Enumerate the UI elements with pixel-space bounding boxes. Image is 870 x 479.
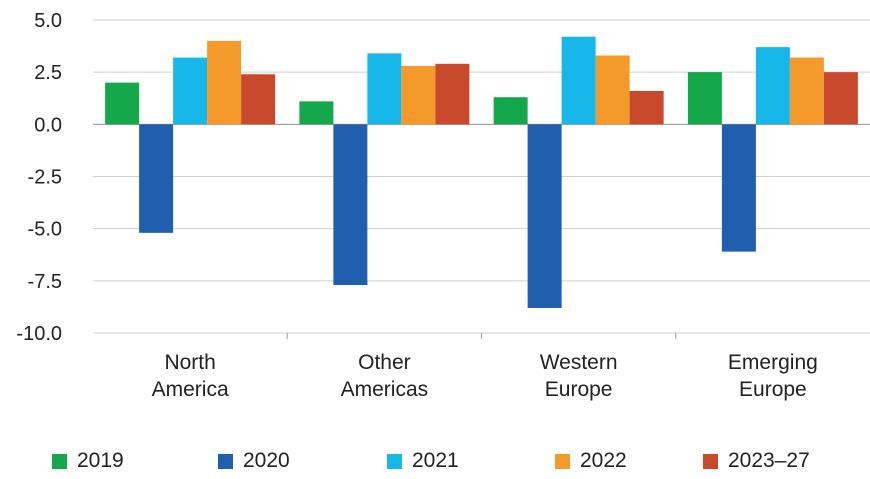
bar: [789, 57, 824, 125]
x-category-label: Emerging: [728, 351, 818, 374]
y-tick-label: -2.5: [28, 167, 62, 189]
legend-label: 2022: [580, 449, 627, 472]
legend-swatch: [218, 454, 233, 469]
y-tick-label: -10.0: [16, 323, 62, 345]
x-category-label: North: [164, 351, 215, 374]
bar: [139, 124, 174, 233]
legend-swatch: [52, 454, 67, 469]
bar: [241, 74, 276, 125]
bar: [435, 63, 470, 125]
y-tick-label: -5.0: [28, 219, 62, 241]
bar: [755, 47, 790, 125]
bar: [527, 124, 562, 308]
y-tick-label: 0.0: [34, 114, 62, 136]
bar: [299, 101, 334, 125]
y-tick-label: 2.5: [34, 62, 62, 84]
x-category-label: Americas: [341, 378, 429, 401]
bar: [173, 57, 208, 125]
bar: [823, 72, 858, 125]
bar: [721, 124, 756, 252]
x-category-label: America: [152, 378, 229, 401]
bar: [561, 36, 596, 125]
bar: [629, 90, 664, 125]
legend-label: 2023–27: [728, 449, 810, 472]
x-category-label: Europe: [739, 378, 807, 401]
bar: [207, 40, 242, 125]
legend-label: 2019: [77, 449, 124, 472]
bar: [401, 65, 436, 125]
legend-swatch: [555, 454, 570, 469]
x-category-label: Europe: [545, 378, 613, 401]
legend-swatch: [703, 454, 718, 469]
y-tick-label: 5.0: [34, 10, 62, 32]
bar: [595, 55, 630, 125]
bar: [493, 97, 528, 125]
y-tick-label: -7.5: [28, 271, 62, 293]
bar: [333, 124, 368, 286]
bar: [367, 53, 402, 125]
bar: [687, 72, 722, 125]
legend-label: 2020: [243, 449, 290, 472]
x-category-label: Western: [540, 351, 618, 374]
x-category-label: Other: [358, 351, 411, 374]
legend-swatch: [387, 454, 402, 469]
bar: [105, 82, 140, 125]
legend-label: 2021: [412, 449, 459, 472]
